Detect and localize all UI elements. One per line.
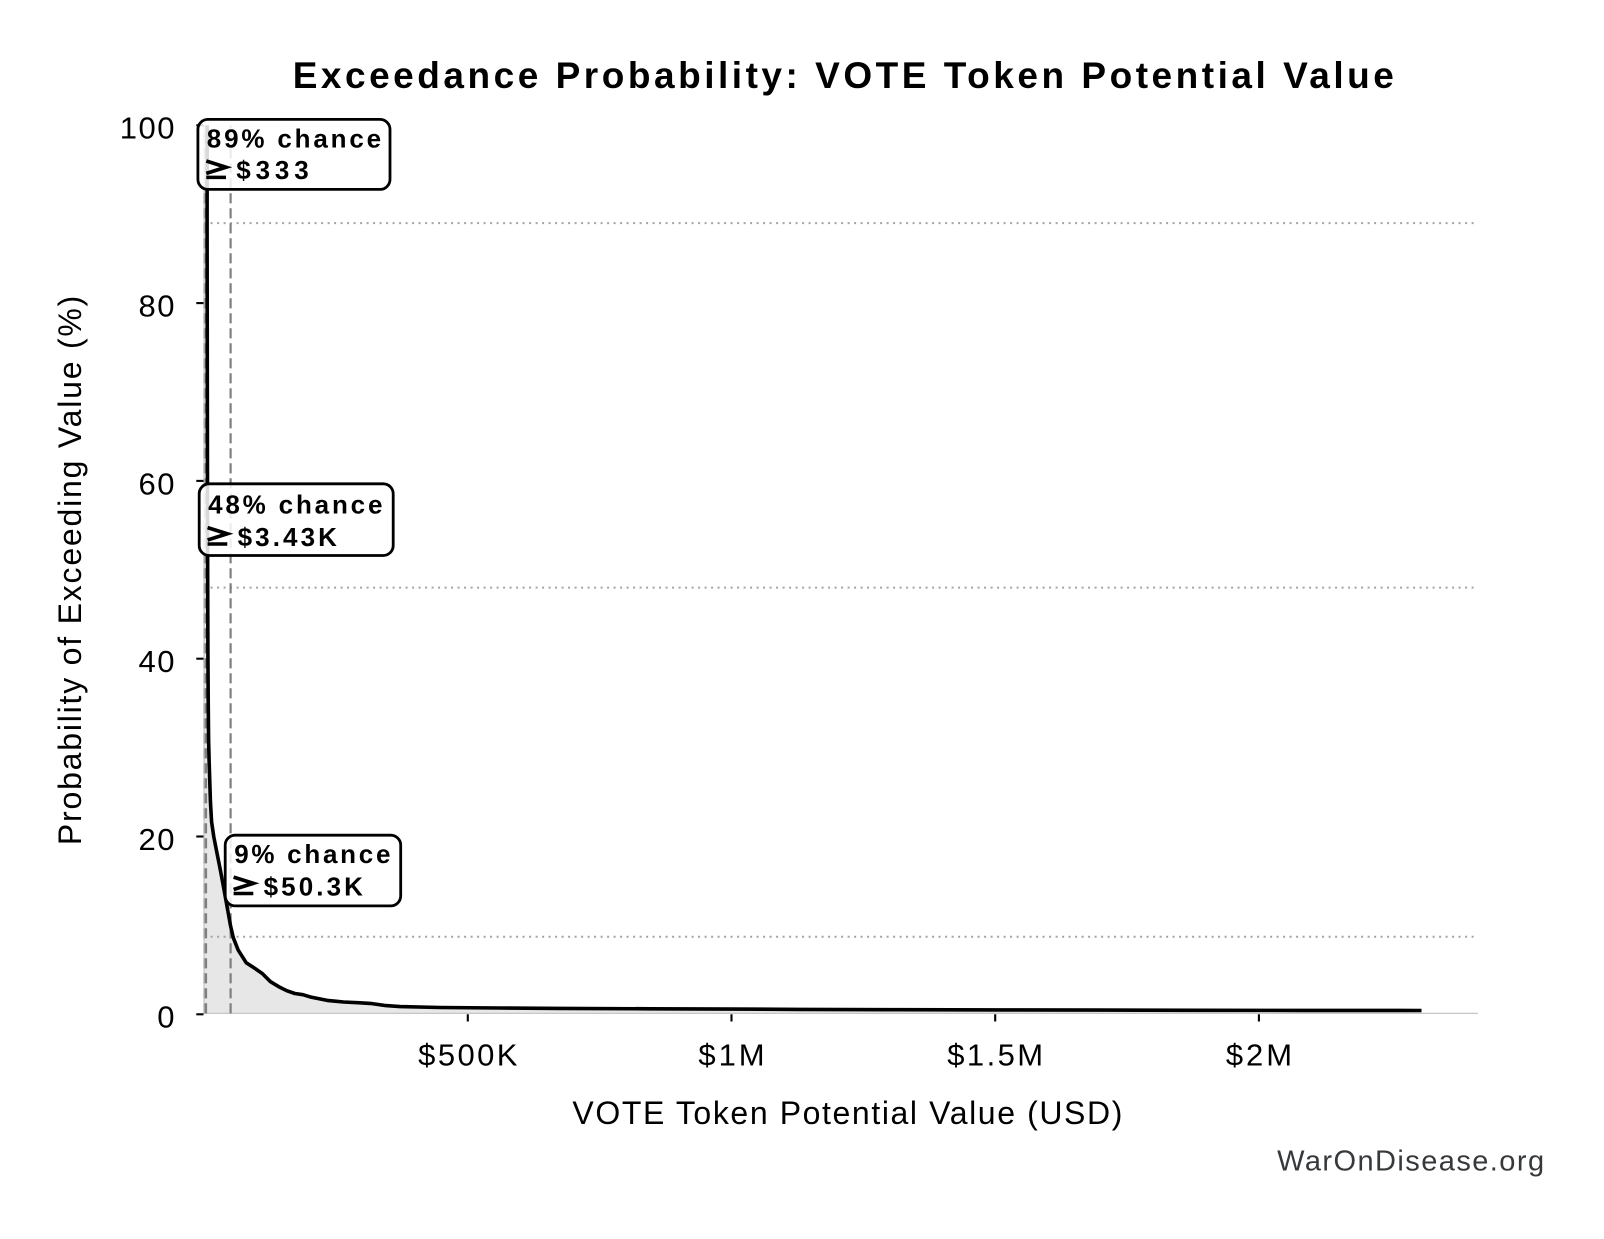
svg-text:100: 100 — [120, 111, 176, 146]
svg-text:Probability of Exceeding Value: Probability of Exceeding Value (%) — [52, 294, 88, 845]
svg-text:48% chance: 48% chance — [208, 490, 385, 520]
svg-text:VOTE Token Potential Value (US: VOTE Token Potential Value (USD) — [572, 1095, 1124, 1131]
svg-text:$1.5M: $1.5M — [947, 1037, 1045, 1072]
svg-text:60: 60 — [139, 466, 176, 501]
svg-text:$333: $333 — [236, 155, 313, 185]
svg-text:40: 40 — [139, 644, 176, 679]
svg-text:WarOnDisease.org: WarOnDisease.org — [1277, 1146, 1545, 1178]
svg-text:$2M: $2M — [1226, 1037, 1295, 1072]
svg-text:80: 80 — [139, 289, 176, 324]
svg-text:$50.3K: $50.3K — [264, 871, 366, 901]
svg-text:0: 0 — [157, 1000, 176, 1035]
svg-text:9% chance: 9% chance — [234, 839, 393, 869]
svg-text:20: 20 — [139, 822, 176, 857]
svg-text:$3.43K: $3.43K — [238, 522, 340, 552]
svg-text:Exceedance Probability: VOTE T: Exceedance Probability: VOTE Token Poten… — [293, 55, 1398, 96]
svg-text:$500K: $500K — [418, 1037, 520, 1072]
svg-text:89% chance: 89% chance — [207, 123, 384, 153]
svg-text:$1M: $1M — [698, 1037, 767, 1072]
